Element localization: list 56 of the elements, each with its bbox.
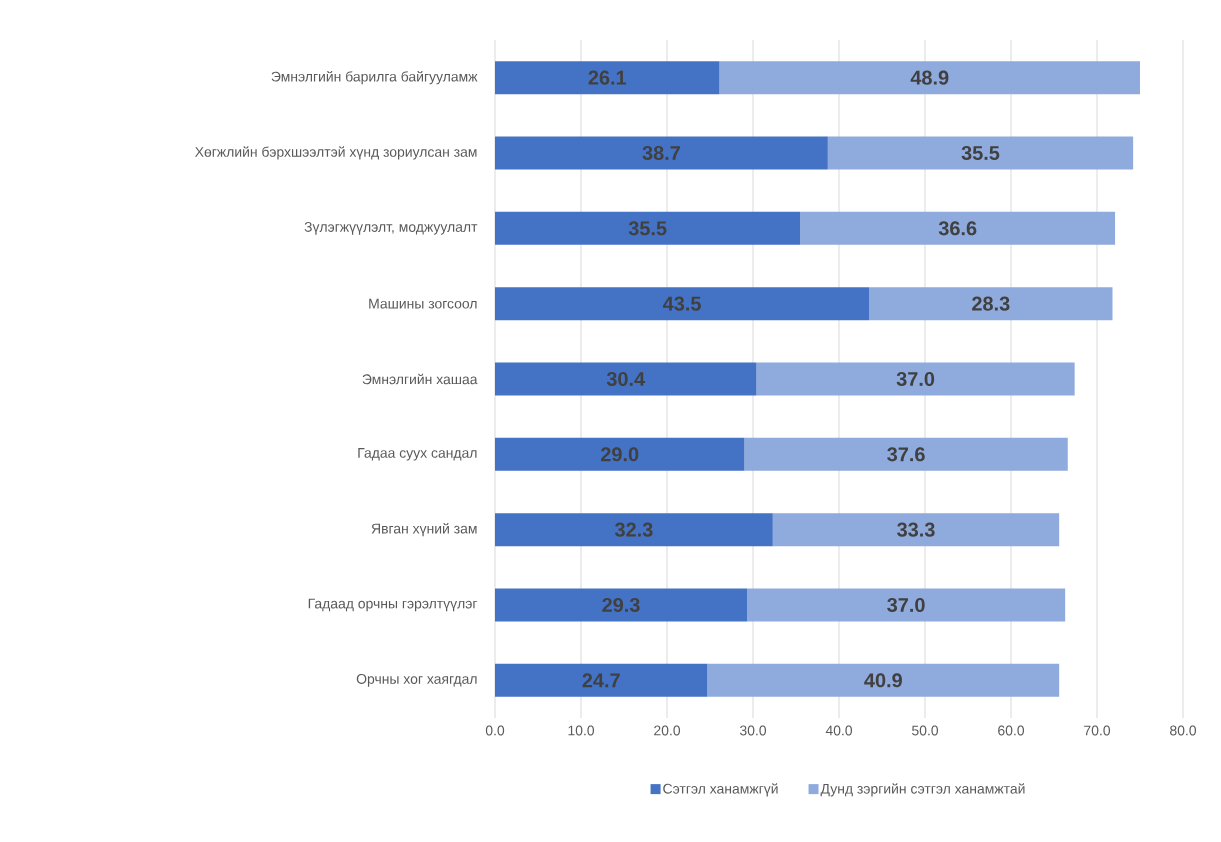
y-tick-label: Гадаа суух сандал (358, 448, 477, 461)
y-tick-label: Эмнэлгийн хашаа (362, 373, 478, 385)
data-label: 26.1 (588, 70, 627, 85)
data-label: 37.0 (887, 597, 925, 613)
data-label: 40.9 (864, 673, 902, 688)
bar (827, 136, 1134, 170)
x-tick-label: 80.0 (1170, 725, 1197, 736)
data-label: 38.7 (642, 145, 680, 161)
y-tick-label: Хөгжлийн бэрхшээлтэй хүнд зориулсан зам (195, 146, 477, 160)
data-label: 33.3 (897, 522, 935, 537)
bar (707, 663, 1060, 697)
y-tick-label: Машины зогсоол (369, 298, 477, 309)
bar (744, 437, 1068, 471)
bar (495, 211, 801, 245)
x-tick-label: 0.0 (485, 725, 505, 736)
x-tick-label: 20.0 (654, 725, 681, 736)
data-label: 48.9 (910, 70, 949, 85)
y-tick-label: Гадаад орчны гэрэлтүүлэг (308, 598, 478, 612)
legend-label: Дунд зэргийн сэтгэл ханамжтай (820, 783, 1025, 797)
bar (719, 61, 1141, 95)
y-tick-label: Зүлэгжүүлэлт, моджуулалт (304, 222, 478, 235)
x-tick-label: 70.0 (1084, 725, 1111, 736)
data-label: 35.5 (961, 145, 1000, 161)
x-tick-label: 30.0 (739, 725, 767, 736)
data-label: 37.0 (896, 371, 935, 387)
x-tick-label: 40.0 (825, 725, 853, 736)
bar (495, 136, 828, 170)
y-tick-label: Явган хүний зам (371, 523, 477, 537)
bar (756, 362, 1075, 396)
data-label: 29.0 (601, 447, 639, 462)
bar (495, 437, 745, 471)
bar (746, 588, 1066, 622)
data-label: 37.6 (887, 447, 925, 462)
bar (495, 588, 747, 622)
data-label: 36.6 (938, 221, 977, 236)
data-label: 29.3 (602, 597, 640, 613)
y-tick-label: Эмнэлгийн барилга байгууламж (271, 71, 478, 85)
bar (869, 287, 1113, 321)
y-tick-label: Орчны хог хаягдал (356, 674, 477, 687)
x-tick-label: 10.0 (568, 725, 595, 736)
x-tick-label: 60.0 (998, 725, 1025, 736)
bar (495, 287, 870, 321)
legend-label: Сэтгэл ханамжгүй (663, 783, 778, 797)
data-label: 24.7 (582, 673, 620, 688)
bar (800, 211, 1116, 245)
bar (495, 663, 708, 697)
data-label: 32.3 (614, 522, 653, 537)
data-label: 35.5 (628, 221, 667, 236)
data-label: 28.3 (972, 296, 1010, 311)
bar (772, 513, 1060, 547)
data-label: 30.4 (606, 371, 646, 387)
x-tick-label: 50.0 (912, 725, 939, 736)
data-label: 43.5 (662, 296, 701, 311)
bar (495, 513, 773, 547)
bar (495, 362, 757, 396)
bar (495, 61, 720, 95)
